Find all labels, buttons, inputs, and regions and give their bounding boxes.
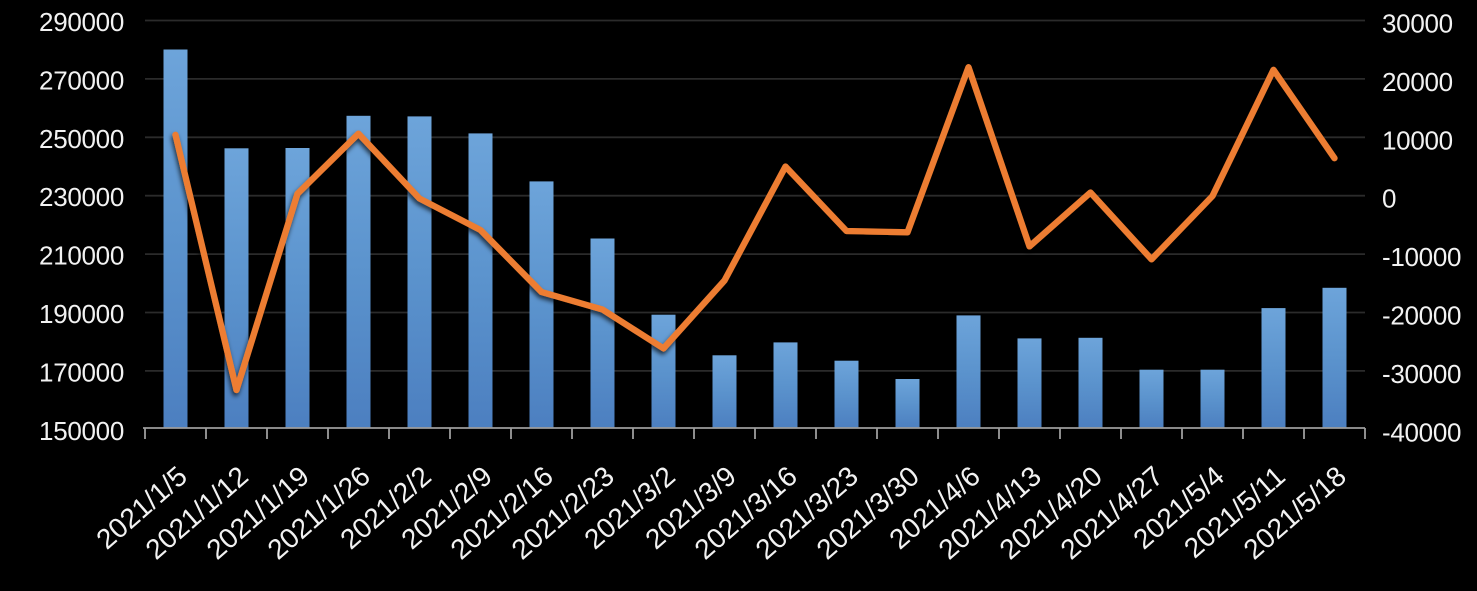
svg-text:30000: 30000 [1382,9,1453,39]
svg-text:230000: 230000 [39,182,124,212]
svg-text:-40000: -40000 [1382,417,1461,447]
svg-text:170000: 170000 [39,357,124,387]
svg-text:-20000: -20000 [1382,301,1461,331]
svg-text:290000: 290000 [39,7,124,37]
svg-text:210000: 210000 [39,241,124,271]
svg-text:-30000: -30000 [1382,359,1461,389]
svg-text:250000: 250000 [39,124,124,154]
svg-text:270000: 270000 [39,65,124,95]
svg-text:10000: 10000 [1382,125,1453,155]
svg-text:190000: 190000 [39,299,124,329]
svg-text:-10000: -10000 [1382,242,1461,272]
svg-text:0: 0 [1382,184,1396,214]
svg-text:150000: 150000 [39,416,124,446]
svg-text:20000: 20000 [1382,67,1453,97]
